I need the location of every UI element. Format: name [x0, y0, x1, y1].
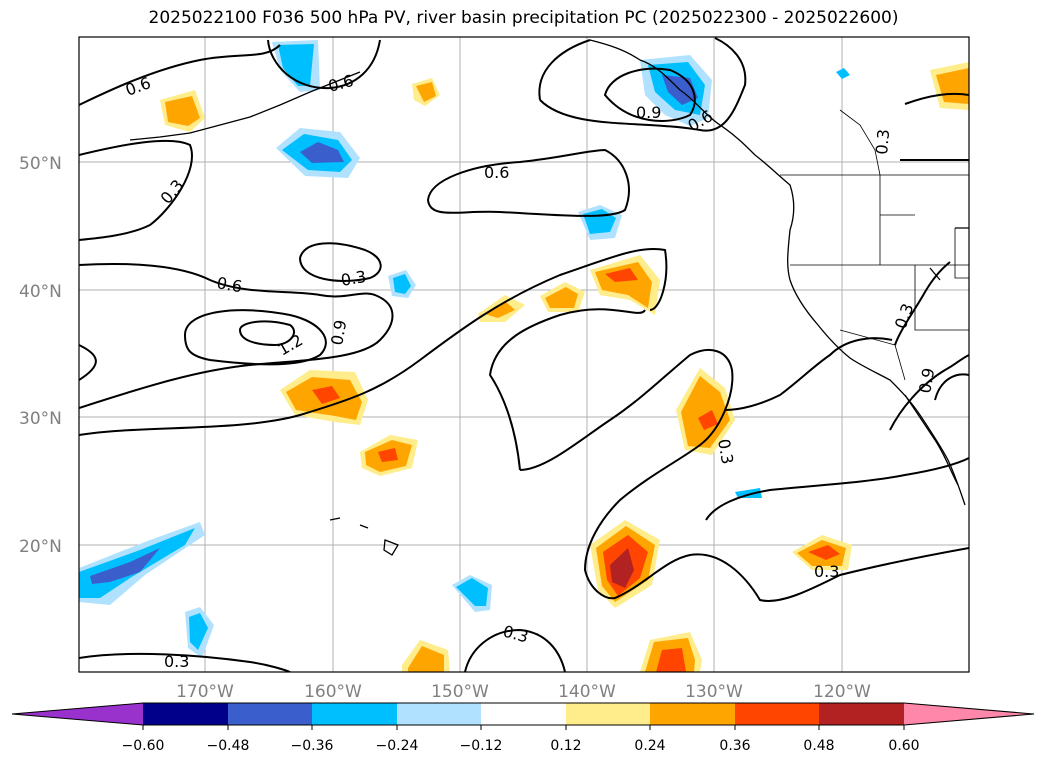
- precip-blob-far-south: [185, 607, 214, 658]
- colorbar-tick-label: −0.60: [122, 738, 165, 754]
- contour-label: 0.3: [714, 437, 737, 465]
- contour-label: 0.9: [636, 103, 661, 122]
- contour-label: 0.3: [872, 128, 893, 155]
- precip-blob-pos-37n: [478, 295, 525, 322]
- precip-blob-pos-30n: [676, 368, 735, 455]
- lat-label: 30°N: [19, 409, 62, 429]
- colorbar-swatch: [312, 703, 397, 725]
- contour-label: 0.6: [484, 163, 509, 182]
- precip-blob-pos-south-1: [402, 640, 450, 672]
- contour-label: 0.3: [339, 267, 367, 290]
- colorbar-tick-label: 0.12: [550, 738, 581, 754]
- colorbar-tick-label: 0.48: [803, 738, 834, 754]
- colorbar-swatch: [819, 703, 904, 725]
- precip-blob-pos-20n: [792, 535, 852, 570]
- colorbar-tick-label: −0.12: [460, 738, 503, 754]
- lat-label: 50°N: [19, 154, 62, 174]
- colorbar-swatch: [566, 703, 650, 725]
- precip-blob-small-39n: [388, 270, 416, 298]
- contour-label: 0.9: [915, 366, 938, 394]
- colorbar-swatch: [481, 703, 566, 725]
- precip-blob-hawaii-south: [452, 575, 492, 612]
- map-frame: [78, 36, 970, 673]
- colorbar-tick-label: −0.24: [376, 738, 419, 754]
- latitude-labels: 50°N 40°N 30°N 20°N: [19, 154, 62, 557]
- contour-label: 0.3: [814, 562, 839, 581]
- precip-blob-aleutian-1: [272, 40, 320, 92]
- colorbar-swatch: [650, 703, 735, 725]
- colorbar-swatch: [143, 703, 228, 725]
- contour-label: 0.6: [215, 273, 243, 296]
- precip-blob-pos-31n: [280, 370, 368, 425]
- precip-blob-tiny-57n: [836, 68, 850, 79]
- colorbar-tick-label: −0.48: [207, 738, 250, 754]
- precip-blob-pos-27n: [360, 435, 418, 476]
- colorbar-tick-label: 0.24: [634, 738, 665, 754]
- lat-label: 20°N: [19, 537, 62, 557]
- lon-label: 150°W: [431, 682, 489, 702]
- longitude-labels: 170°W 160°W 150°W 140°W 130°W 120°W: [176, 682, 871, 702]
- colorbar-tick-label: 0.36: [719, 738, 750, 754]
- colorbar-tick-label: 0.60: [888, 738, 919, 754]
- lat-label: 40°N: [19, 282, 62, 302]
- precip-blob-pos-39n: [540, 282, 585, 312]
- colorbar-swatch: [228, 703, 312, 725]
- precip-blob-pos-55n: [160, 90, 205, 132]
- colorbar-swatch: [735, 703, 819, 725]
- contour-label: 0.3: [164, 652, 189, 671]
- map-title: 2025022100 F036 500 hPa PV, river basin …: [148, 8, 899, 28]
- lon-label: 170°W: [176, 682, 234, 702]
- colorbar-extend-left: [12, 703, 143, 725]
- coastlines: [129, 39, 969, 556]
- colorbar-tick-labels: −0.60 −0.48 −0.36 −0.24 −0.12 0.12 0.24 …: [122, 738, 920, 754]
- lon-label: 140°W: [558, 682, 616, 702]
- colorbar: −0.60 −0.48 −0.36 −0.24 −0.12 0.12 0.24 …: [11, 702, 1035, 754]
- colorbar-swatch: [397, 703, 481, 725]
- lon-label: 160°W: [304, 682, 362, 702]
- lon-label: 120°W: [813, 682, 871, 702]
- precip-blob-gulf-alaska: [276, 128, 360, 178]
- pv-contours: [79, 37, 969, 672]
- colorbar-tick-label: −0.36: [291, 738, 334, 754]
- precip-blob-pos-south-2: [640, 632, 702, 672]
- lon-label: 130°W: [685, 682, 743, 702]
- contour-label: 0.9: [327, 318, 350, 346]
- precip-blob-pos-aleutian: [412, 78, 440, 106]
- colorbar-extend-right: [904, 703, 1034, 725]
- precip-blob-tiny-25n: [735, 488, 762, 498]
- precip-blob-west-tropical: [79, 522, 205, 605]
- precip-shading: [79, 40, 969, 672]
- colorbar-ticks: [142, 725, 905, 730]
- precip-blob-pos-40n: [590, 255, 660, 315]
